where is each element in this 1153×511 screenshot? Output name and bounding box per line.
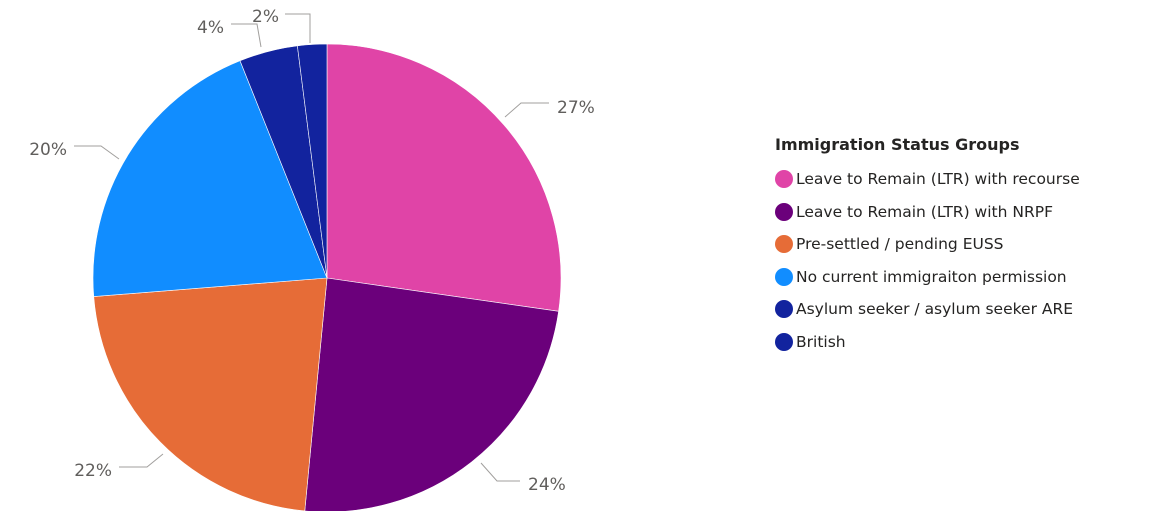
data-label-ltr-nrpf: 24% [528,475,566,495]
legend-item-pre-settled[interactable]: Pre-settled / pending EUSS [775,228,1080,261]
leader-line-no-permission [74,145,120,160]
legend-swatch-icon [775,235,793,254]
leader-line-british [285,13,311,43]
data-label-ltr-recourse: 27% [557,98,595,118]
data-label-pre-settled: 22% [74,461,112,481]
data-labels: 27% 24% 22% 20% 4% 2% [29,7,595,495]
legend: Immigration Status Groups Leave to Remai… [775,135,1080,358]
legend-item-no-permission[interactable]: No current immigraiton permission [775,261,1080,294]
leader-line-asylum [231,23,262,48]
slice-pre-settled[interactable] [93,277,328,511]
pie-slices [92,43,562,511]
slice-ltr-recourse[interactable] [326,43,562,312]
legend-swatch-icon [775,202,793,221]
legend-title: Immigration Status Groups [775,135,1020,154]
legend-item-british[interactable]: British [775,326,1080,359]
legend-swatch-icon [775,170,793,189]
legend-swatch-icon [775,300,793,319]
legend-label: No current immigraiton permission [796,267,1067,286]
leader-line-ltr-nrpf [480,462,520,482]
legend-swatch-icon [775,332,793,351]
leader-lines [74,13,549,482]
legend-label: British [796,332,846,351]
legend-item-ltr-nrpf[interactable]: Leave to Remain (LTR) with NRPF [775,196,1080,229]
pie-chart: 27% 24% 22% 20% 4% 2% [29,7,595,511]
slice-british[interactable] [297,43,328,279]
legend-label: Asylum seeker / asylum seeker ARE [796,300,1074,319]
data-label-asylum: 4% [197,18,224,38]
slice-ltr-nrpf[interactable] [304,277,559,511]
legend-item-ltr-recourse[interactable]: Leave to Remain (LTR) with recourse [775,163,1080,196]
leader-line-pre-settled [119,453,164,468]
legend-label: Pre-settled / pending EUSS [796,235,1004,254]
data-label-british: 2% [252,7,279,27]
legend-item-asylum[interactable]: Asylum seeker / asylum seeker ARE [775,293,1080,326]
slice-no-permission[interactable] [92,60,328,297]
legend-swatch-icon [775,267,793,286]
legend-label: Leave to Remain (LTR) with recourse [796,170,1080,189]
leader-line-ltr-recourse [504,102,549,118]
data-label-no-permission: 20% [29,140,67,160]
legend-label: Leave to Remain (LTR) with NRPF [796,202,1053,221]
